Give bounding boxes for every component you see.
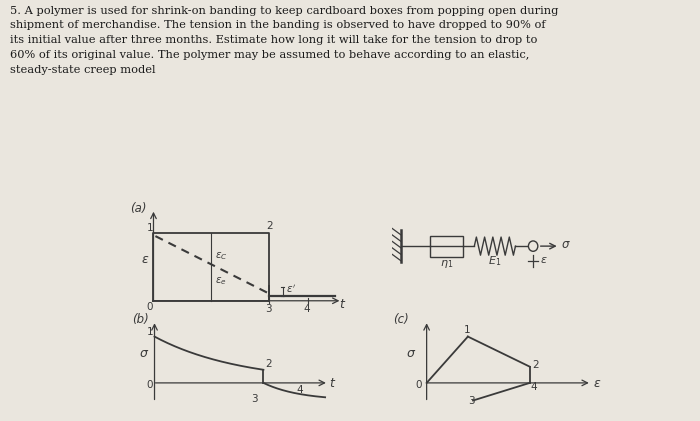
Text: 4: 4 [531, 382, 538, 392]
Text: 0: 0 [415, 379, 422, 389]
Text: (a): (a) [130, 202, 147, 215]
Text: 3: 3 [251, 394, 258, 404]
Text: $E_1$: $E_1$ [489, 254, 501, 268]
Text: $\varepsilon_e$: $\varepsilon_e$ [215, 275, 227, 287]
Text: 2: 2 [266, 221, 272, 231]
Text: 4: 4 [296, 385, 302, 395]
Text: 2: 2 [533, 360, 539, 370]
Text: $\varepsilon$: $\varepsilon$ [141, 253, 149, 266]
Text: 0: 0 [146, 301, 153, 312]
Text: $\varepsilon$: $\varepsilon$ [540, 255, 547, 265]
Text: 1: 1 [147, 223, 153, 233]
Text: $\varepsilon$: $\varepsilon$ [593, 377, 601, 389]
Text: $\varepsilon'$: $\varepsilon'$ [286, 283, 296, 295]
Bar [430, 236, 463, 257]
Text: $t$: $t$ [330, 377, 337, 389]
Text: $t$: $t$ [340, 298, 346, 311]
Text: 1: 1 [464, 325, 470, 335]
Text: 5. A polymer is used for shrink-on banding to keep cardboard boxes from popping : 5. A polymer is used for shrink-on bandi… [10, 5, 559, 75]
Text: 2: 2 [265, 360, 272, 370]
Text: (b): (b) [132, 313, 149, 326]
Text: $\sigma$: $\sigma$ [561, 238, 570, 251]
Text: $\eta_1$: $\eta_1$ [440, 258, 453, 270]
Text: 3: 3 [265, 304, 272, 314]
Text: 3: 3 [468, 396, 475, 406]
Text: 4: 4 [304, 304, 310, 314]
Text: $\varepsilon_C$: $\varepsilon_C$ [215, 250, 228, 262]
Text: 0: 0 [146, 379, 153, 389]
Text: (c): (c) [393, 313, 409, 326]
Text: $\sigma$: $\sigma$ [406, 347, 416, 360]
Text: 1: 1 [147, 327, 154, 337]
Text: $\sigma$: $\sigma$ [139, 347, 148, 360]
